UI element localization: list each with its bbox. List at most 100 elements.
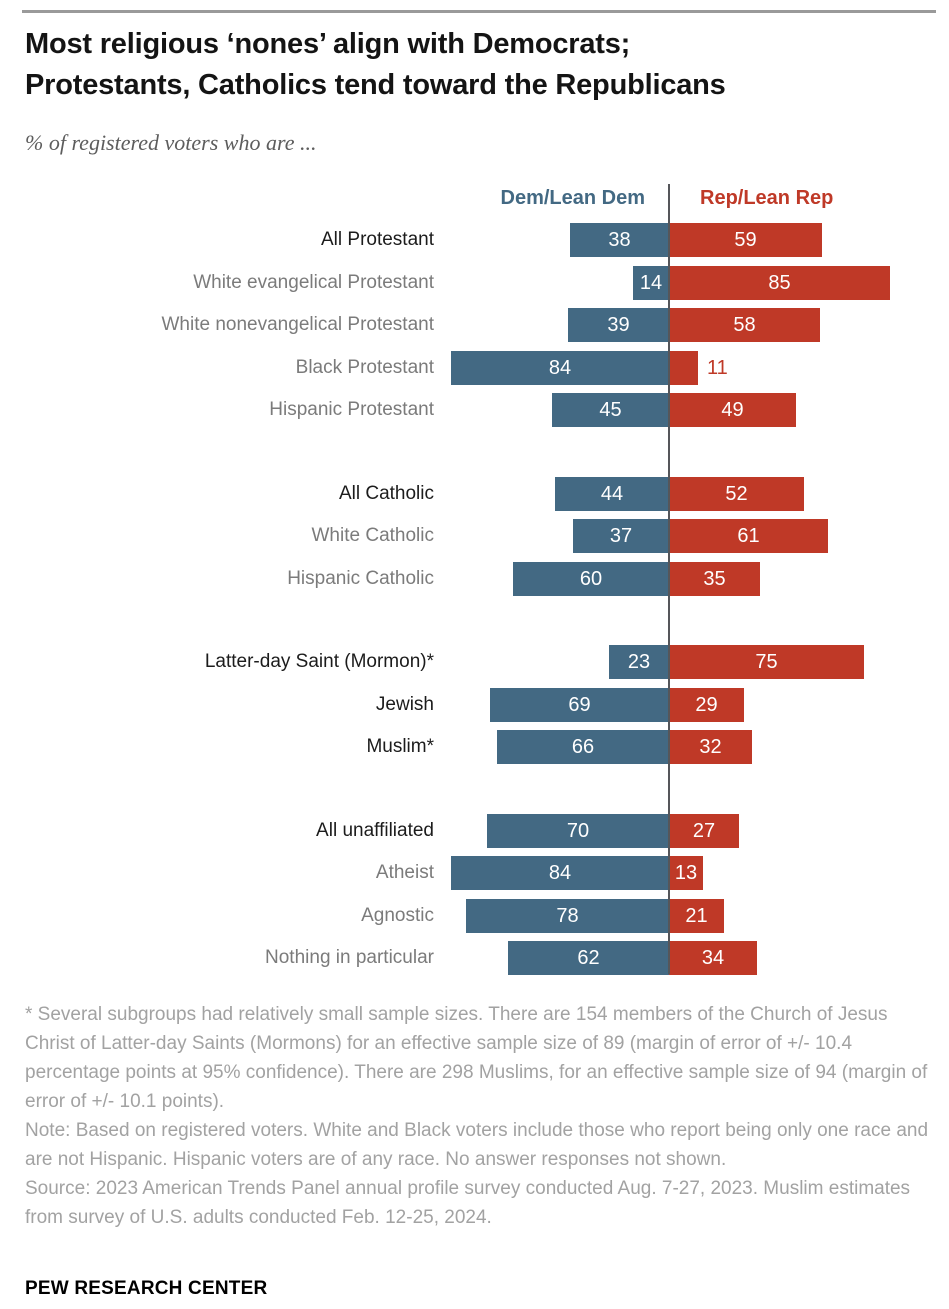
rep-bar: 49 (669, 393, 796, 427)
rep-value: 29 (695, 693, 718, 716)
footnote-asterisk: * Several subgroups had relatively small… (25, 1004, 928, 1112)
dem-bar: 39 (568, 308, 669, 342)
category-label: Hispanic Protestant (269, 399, 434, 420)
chart-rows: All Protestant 38 59 White evangelical Prot… (0, 223, 949, 975)
category-label: Black Protestant (295, 357, 434, 378)
rep-value: 27 (692, 819, 716, 842)
dem-bar: 78 (466, 899, 669, 933)
footnote-source: Source: 2023 American Trends Panel annua… (25, 1178, 911, 1228)
chart-row: All Catholic 44 52 (0, 477, 949, 511)
chart-row: Nothing in particular 62 34 (0, 941, 949, 975)
dem-value: 70 (566, 819, 590, 842)
dem-bar: 60 (513, 562, 669, 596)
category-label: All Catholic (338, 483, 434, 504)
rep-bar: 85 (669, 266, 890, 300)
rep-value: 32 (699, 735, 722, 758)
category-label: Latter-day Saint (Mormon)* (204, 651, 434, 672)
dem-bar: 66 (497, 730, 669, 764)
dem-value: 84 (548, 861, 572, 884)
chart-row: Black Protestant 84 11 (0, 351, 949, 385)
rep-value: 58 (733, 313, 756, 336)
rep-value: 52 (725, 482, 748, 505)
rep-value: 75 (755, 650, 778, 673)
dem-bar: 84 (451, 351, 669, 385)
dem-bar: 14 (633, 266, 669, 300)
dem-bar: 45 (552, 393, 669, 427)
category-label: Jewish (375, 694, 434, 715)
center-axis-line (668, 184, 670, 974)
category-label: White Catholic (311, 525, 435, 546)
chart-row: White evangelical Protestant 14 85 (0, 266, 949, 300)
category-label: Agnostic (361, 905, 434, 926)
chart-row: Agnostic 78 21 (0, 899, 949, 933)
dem-bar: 69 (490, 688, 669, 722)
dem-value: 62 (577, 946, 600, 969)
rep-bar: 13 (669, 856, 703, 890)
chart-row: Atheist 84 13 (0, 856, 949, 890)
dem-value: 78 (556, 904, 579, 927)
dem-value: 14 (639, 271, 663, 294)
rep-value: 34 (701, 946, 725, 969)
chart-row: Hispanic Protestant 45 49 (0, 393, 949, 427)
brand-pew-research-center: PEW RESEARCH CENTER (25, 1278, 268, 1299)
legend-rep-label: Rep/Lean Rep (700, 187, 834, 209)
dem-value: 45 (599, 398, 622, 421)
category-label: Atheist (375, 862, 434, 883)
dem-bar: 44 (555, 477, 669, 511)
category-label: White evangelical Protestant (193, 272, 434, 293)
dem-value: 39 (607, 313, 630, 336)
rep-bar: 35 (669, 562, 760, 596)
rep-bar (669, 351, 698, 385)
top-divider (22, 10, 936, 13)
chart-row: White nonevangelical Protestant 39 58 (0, 308, 949, 342)
rep-bar: 21 (669, 899, 724, 933)
rep-bar: 27 (669, 814, 739, 848)
dem-bar: 70 (487, 814, 669, 848)
chart-row: Muslim* 66 32 (0, 730, 949, 764)
rep-bar: 75 (669, 645, 864, 679)
rep-value: 13 (674, 861, 698, 884)
rep-bar: 34 (669, 941, 757, 975)
rep-bar: 32 (669, 730, 752, 764)
rep-bar: 61 (669, 519, 828, 553)
category-label: Hispanic Catholic (287, 568, 434, 589)
dem-value: 60 (579, 567, 603, 590)
category-label: White nonevangelical Protestant (161, 314, 435, 335)
dem-value: 23 (627, 650, 651, 673)
chart-row: White Catholic 37 61 (0, 519, 949, 553)
chart-subtitle: % of registered voters who are ... (25, 130, 317, 155)
footnote-note: Note: Based on registered voters. White … (25, 1120, 929, 1170)
rep-value: 59 (734, 228, 757, 251)
rep-value: 35 (703, 567, 726, 590)
chart-row: All Protestant 38 59 (0, 223, 949, 257)
dem-value: 66 (571, 735, 595, 758)
chart-row: All unaffiliated 70 27 (0, 814, 949, 848)
footnotes: * Several subgroups had relatively small… (25, 1000, 931, 1232)
dem-bar: 37 (573, 519, 669, 553)
dem-value: 44 (600, 482, 624, 505)
dem-bar: 62 (508, 941, 669, 975)
dem-value: 37 (609, 524, 633, 547)
chart-title: Most religious ‘nones’ align with Democr… (25, 28, 726, 101)
rep-value: 21 (685, 904, 708, 927)
rep-bar: 58 (669, 308, 820, 342)
chart-row: Jewish 69 29 (0, 688, 949, 722)
chart-row: Latter-day Saint (Mormon)* 23 75 (0, 645, 949, 679)
dem-bar: 23 (609, 645, 669, 679)
category-label: Muslim* (366, 736, 434, 757)
rep-bar: 52 (669, 477, 804, 511)
chart-row: Hispanic Catholic 60 35 (0, 562, 949, 596)
rep-value-outside: 11 (707, 357, 728, 379)
category-label: Nothing in particular (265, 947, 434, 968)
category-label: All Protestant (321, 229, 434, 250)
dem-value: 84 (548, 356, 572, 379)
rep-bar: 29 (669, 688, 744, 722)
category-label: All unaffiliated (316, 820, 434, 841)
rep-value: 85 (768, 271, 791, 294)
dem-bar: 38 (570, 223, 669, 257)
rep-value: 61 (737, 524, 760, 547)
dem-bar: 84 (451, 856, 669, 890)
rep-bar: 59 (669, 223, 822, 257)
rep-value: 49 (721, 398, 744, 421)
